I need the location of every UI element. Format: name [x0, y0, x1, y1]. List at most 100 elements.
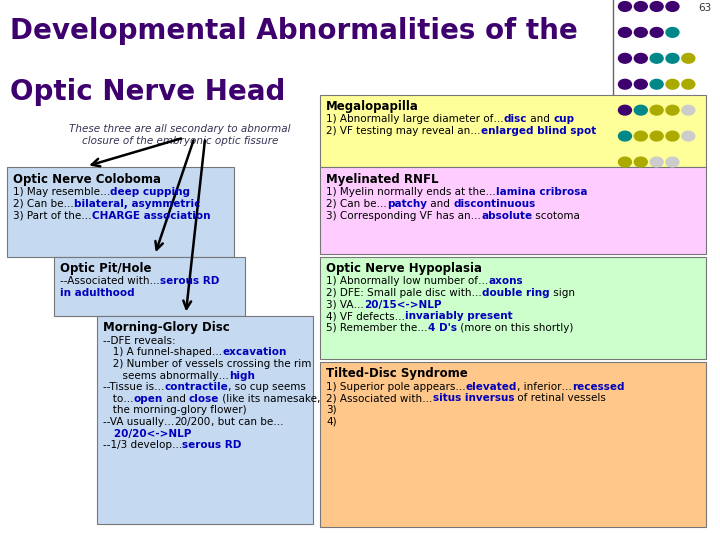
Circle shape: [618, 53, 631, 63]
Text: 20/15<->NLP: 20/15<->NLP: [364, 300, 441, 309]
Text: open: open: [134, 394, 163, 404]
Text: --VA usually…: --VA usually…: [103, 417, 174, 427]
FancyBboxPatch shape: [7, 167, 234, 256]
FancyBboxPatch shape: [320, 362, 706, 526]
Text: (more on this shortly): (more on this shortly): [456, 323, 573, 333]
Text: Optic Nerve Coloboma: Optic Nerve Coloboma: [13, 173, 161, 186]
Text: 20/200: 20/200: [174, 417, 210, 427]
Text: Optic Pit/Hole: Optic Pit/Hole: [60, 262, 151, 275]
Text: --Associated with…: --Associated with…: [60, 276, 160, 286]
Circle shape: [666, 28, 679, 37]
Circle shape: [650, 157, 663, 167]
FancyBboxPatch shape: [54, 256, 245, 316]
Text: 1) Myelin normally ends at the…: 1) Myelin normally ends at the…: [326, 187, 496, 197]
Text: 5) Remember the…: 5) Remember the…: [326, 323, 428, 333]
Text: , so cup seems: , so cup seems: [228, 382, 306, 392]
Circle shape: [618, 157, 631, 167]
Circle shape: [618, 79, 631, 89]
Text: scotoma: scotoma: [532, 211, 580, 220]
Text: of retinal vessels: of retinal vessels: [514, 393, 606, 403]
Text: serous RD: serous RD: [160, 276, 219, 286]
Circle shape: [666, 79, 679, 89]
Text: in adulthood: in adulthood: [60, 288, 135, 298]
Text: situs inversus: situs inversus: [433, 393, 514, 403]
Text: These three are all secondary to abnormal
closure of the embryonic optic fissure: These three are all secondary to abnorma…: [69, 124, 291, 146]
Text: and: and: [163, 394, 189, 404]
Text: 20/20<->NLP: 20/20<->NLP: [103, 429, 192, 438]
Text: 1) May resemble…: 1) May resemble…: [13, 187, 110, 197]
Circle shape: [618, 131, 631, 141]
Text: Megalopapilla: Megalopapilla: [326, 100, 419, 113]
Text: 2) DFE: Small pale disc with…: 2) DFE: Small pale disc with…: [326, 288, 482, 298]
Circle shape: [650, 53, 663, 63]
Circle shape: [666, 157, 679, 167]
Text: the morning-glory flower): the morning-glory flower): [103, 406, 246, 415]
Circle shape: [634, 157, 647, 167]
Text: elevated: elevated: [466, 382, 517, 392]
Text: 63: 63: [698, 3, 711, 13]
Circle shape: [618, 105, 631, 115]
Circle shape: [650, 131, 663, 141]
Circle shape: [666, 53, 679, 63]
Text: 3) Corresponding VF has an…: 3) Corresponding VF has an…: [326, 211, 481, 220]
Text: Morning-Glory Disc: Morning-Glory Disc: [103, 321, 230, 334]
Circle shape: [634, 53, 647, 63]
FancyBboxPatch shape: [320, 94, 706, 167]
Text: Developmental Abnormalities of the: Developmental Abnormalities of the: [10, 17, 578, 45]
Text: 1) Superior pole appears…: 1) Superior pole appears…: [326, 382, 466, 392]
Circle shape: [682, 131, 695, 141]
Text: axons: axons: [489, 276, 523, 286]
Text: --Tissue is…: --Tissue is…: [103, 382, 164, 392]
Text: patchy: patchy: [387, 199, 427, 209]
Text: contractile: contractile: [164, 382, 228, 392]
Text: excavation: excavation: [222, 347, 287, 357]
Text: , but can be…: , but can be…: [210, 417, 283, 427]
Text: 1) Abnormally large diameter of…: 1) Abnormally large diameter of…: [326, 114, 504, 124]
Text: , inferior…: , inferior…: [517, 382, 572, 392]
Circle shape: [650, 105, 663, 115]
Circle shape: [634, 2, 647, 11]
Text: 3) VA…: 3) VA…: [326, 300, 364, 309]
Circle shape: [682, 79, 695, 89]
Circle shape: [634, 131, 647, 141]
Text: Myelinated RNFL: Myelinated RNFL: [326, 173, 438, 186]
FancyBboxPatch shape: [320, 167, 706, 254]
Text: 4): 4): [326, 416, 337, 427]
Circle shape: [682, 105, 695, 115]
Text: recessed: recessed: [572, 382, 625, 392]
Text: seems abnormally…: seems abnormally…: [103, 370, 229, 381]
Circle shape: [666, 105, 679, 115]
Text: to…: to…: [103, 394, 134, 404]
Text: 2) Number of vessels crossing the rim: 2) Number of vessels crossing the rim: [103, 359, 311, 369]
Text: 3) Part of the…: 3) Part of the…: [13, 211, 91, 220]
Circle shape: [618, 28, 631, 37]
Circle shape: [650, 28, 663, 37]
Circle shape: [666, 2, 679, 11]
Text: serous RD: serous RD: [182, 441, 242, 450]
Text: lamina cribrosa: lamina cribrosa: [496, 187, 588, 197]
Circle shape: [650, 79, 663, 89]
Text: Optic Nerve Hypoplasia: Optic Nerve Hypoplasia: [326, 262, 482, 275]
Text: enlarged blind spot: enlarged blind spot: [481, 126, 596, 136]
Text: discontinuous: discontinuous: [453, 199, 536, 209]
Text: 3): 3): [326, 405, 337, 415]
Text: 4) VF defects…: 4) VF defects…: [326, 311, 405, 321]
Circle shape: [666, 131, 679, 141]
Text: (like its namesake,: (like its namesake,: [220, 394, 320, 404]
Text: close: close: [189, 394, 220, 404]
Text: Tilted-Disc Syndrome: Tilted-Disc Syndrome: [326, 367, 468, 380]
Text: and: and: [427, 199, 453, 209]
Text: deep cupping: deep cupping: [110, 187, 190, 197]
Text: high: high: [229, 370, 255, 381]
Text: 2) VF testing may reveal an…: 2) VF testing may reveal an…: [326, 126, 481, 136]
Text: CHARGE association: CHARGE association: [91, 211, 210, 220]
Text: sign: sign: [549, 288, 575, 298]
Text: cup: cup: [554, 114, 575, 124]
Text: double ring: double ring: [482, 288, 549, 298]
Text: 2) Associated with…: 2) Associated with…: [326, 393, 433, 403]
Circle shape: [634, 105, 647, 115]
Circle shape: [634, 28, 647, 37]
Text: --DFE reveals:: --DFE reveals:: [103, 336, 176, 346]
Text: 1) A funnel-shaped…: 1) A funnel-shaped…: [103, 347, 222, 357]
Circle shape: [682, 53, 695, 63]
